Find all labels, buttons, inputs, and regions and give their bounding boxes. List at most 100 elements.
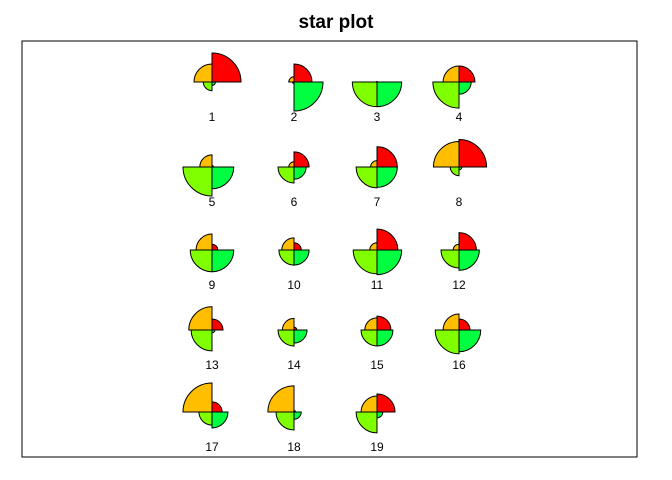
segment-west xyxy=(364,317,378,331)
star-10: 10 xyxy=(278,237,310,292)
star-18: 18 xyxy=(267,385,302,454)
segment-south xyxy=(440,249,460,269)
segment-north xyxy=(293,242,302,251)
segment-west xyxy=(288,161,295,168)
star-label: 17 xyxy=(205,440,219,454)
segment-west xyxy=(369,242,378,251)
segment-south xyxy=(292,81,295,84)
segment-west xyxy=(281,237,295,251)
segment-east xyxy=(211,249,235,273)
segment-west xyxy=(442,313,460,331)
segment-east xyxy=(376,411,384,419)
segment-west xyxy=(432,140,460,168)
star-label: 15 xyxy=(370,358,384,372)
segment-south xyxy=(449,166,460,177)
star-11: 11 xyxy=(352,228,403,292)
segment-east xyxy=(293,329,308,344)
star-9: 9 xyxy=(189,233,235,292)
star-label: 14 xyxy=(287,358,301,372)
star-label: 1 xyxy=(209,110,216,124)
segment-south xyxy=(277,166,295,184)
star-6: 6 xyxy=(277,151,310,209)
segment-south xyxy=(190,329,213,352)
star-4: 4 xyxy=(432,65,476,124)
star-label: 18 xyxy=(287,440,301,454)
segment-east xyxy=(293,249,310,266)
segment-west xyxy=(281,317,295,331)
segment-south xyxy=(189,249,213,273)
segment-east xyxy=(293,81,324,112)
star-label: 7 xyxy=(374,195,381,209)
segment-west xyxy=(360,395,378,413)
segment-north xyxy=(458,138,488,168)
segment-east xyxy=(211,411,229,429)
star-14: 14 xyxy=(277,317,308,372)
segment-west xyxy=(188,306,213,331)
star-15: 15 xyxy=(360,315,394,372)
star-label: 2 xyxy=(291,110,298,124)
segment-west xyxy=(193,63,213,83)
segment-south xyxy=(202,81,213,92)
star-7: 7 xyxy=(355,146,398,209)
star-label: 8 xyxy=(456,195,463,209)
segment-south xyxy=(182,166,213,197)
segment-south xyxy=(360,329,378,347)
star-label: 16 xyxy=(452,358,466,372)
segment-north xyxy=(376,228,399,251)
segment-north xyxy=(376,393,396,413)
star-19: 19 xyxy=(355,393,396,454)
star-label: 4 xyxy=(456,110,463,124)
segment-north xyxy=(458,65,476,83)
segment-east xyxy=(376,81,403,108)
segment-west xyxy=(199,154,213,168)
segment-north xyxy=(211,318,224,331)
star-label: 6 xyxy=(291,195,298,209)
segment-east xyxy=(293,411,302,420)
segment-north xyxy=(458,232,477,251)
segment-west xyxy=(267,385,295,413)
segment-north xyxy=(293,151,310,168)
segment-north xyxy=(211,401,223,413)
segment-east xyxy=(376,166,398,188)
segment-west xyxy=(195,233,213,251)
segment-west xyxy=(442,65,460,83)
segment-north xyxy=(376,315,392,331)
star-1: 1 xyxy=(193,52,242,124)
star-label: 11 xyxy=(371,278,384,292)
segment-east xyxy=(458,249,480,271)
segment-south xyxy=(355,166,378,189)
star-5: 5 xyxy=(182,154,235,209)
segment-south xyxy=(351,81,378,108)
star-8: 8 xyxy=(432,138,488,209)
plot-frame xyxy=(21,40,638,458)
star-16: 16 xyxy=(434,313,482,372)
star-3: 3 xyxy=(351,80,403,124)
star-label: 3 xyxy=(374,110,381,124)
segment-east xyxy=(211,166,235,190)
segment-east xyxy=(376,249,403,276)
star-12: 12 xyxy=(440,232,480,292)
star-17: 17 xyxy=(182,382,229,454)
segment-north xyxy=(293,63,313,83)
segment-north xyxy=(211,243,219,251)
segment-south xyxy=(432,81,460,109)
segment-south xyxy=(278,249,295,266)
segment-east xyxy=(211,81,216,86)
star-label: 5 xyxy=(209,195,216,209)
star-2: 2 xyxy=(288,63,324,124)
segment-east xyxy=(293,166,307,180)
segment-north xyxy=(211,52,242,83)
segment-south xyxy=(355,411,378,434)
star-13: 13 xyxy=(188,306,224,372)
segment-west xyxy=(370,160,378,168)
star-label: 10 xyxy=(287,278,301,292)
segment-west xyxy=(452,243,460,251)
star-label: 12 xyxy=(452,278,466,292)
segment-east xyxy=(458,81,472,95)
star-label: 9 xyxy=(209,278,216,292)
segment-south xyxy=(277,329,295,347)
star-label: 13 xyxy=(205,358,219,372)
star-label: 19 xyxy=(370,440,384,454)
